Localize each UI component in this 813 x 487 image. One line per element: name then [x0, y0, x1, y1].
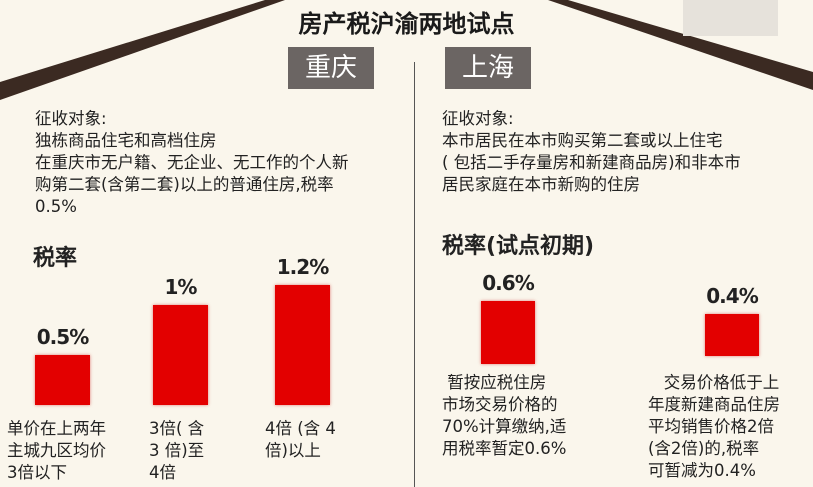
shanghai-rate-heading: 税率(试点初期) — [442, 234, 595, 259]
roof-left — [0, 0, 285, 100]
subject-line: 居民家庭在本市新购的住房 — [442, 175, 640, 194]
subject-line: 在重庆市无户籍、无企业、无工作的个人新 — [35, 153, 349, 172]
bar-value-label: 0.6% — [482, 271, 534, 295]
bar-value-label: 0.5% — [36, 325, 89, 349]
bar-category-label: 暂按应税住房 市场交易价格的 70%计算缴纳,适 用税率暂定0.6% — [442, 373, 567, 458]
roof-right — [548, 0, 813, 90]
divider — [414, 62, 415, 487]
chart-bar — [153, 305, 208, 405]
chart-bar — [275, 285, 330, 405]
page-title: 房产税沪渝两地试点 — [298, 10, 515, 38]
bar-category-label: 3倍( 含 3 倍)至 4倍 — [149, 419, 205, 482]
chart-bar — [705, 314, 759, 356]
city-label-chongqing: 重庆 — [288, 47, 374, 89]
subject-line: 购第二套(含第二套)以上的普通住房,税率 — [35, 175, 334, 194]
chongqing-subject: 征收对象: 独栋商品住宅和高档住房 在重庆市无户籍、无企业、无工作的个人新 购第… — [35, 108, 349, 218]
corner-panel — [683, 0, 778, 36]
subject-line: 征收对象: — [442, 109, 514, 128]
subject-line: 本市居民在本市购买第二套或以上住宅 — [442, 131, 723, 150]
bar-category-label: 单价在上两年 主城九区均价 3倍以下 — [7, 419, 106, 482]
subject-line: 独栋商品住宅和高档住房 — [35, 131, 217, 150]
bar-category-label: 交易价格低于上 年度新建商品住房 平均销售价格2倍 (含2倍)的,税率 可暂减为… — [648, 373, 780, 480]
chart-bar — [481, 301, 535, 364]
bar-value-label: 1.2% — [276, 255, 329, 279]
chart-bar — [35, 355, 90, 405]
chongqing-rate-heading: 税率 — [33, 246, 78, 271]
subject-line: 征收对象: — [35, 109, 107, 128]
bar-category-label: 4倍 (含 4 倍)以上 — [265, 419, 336, 460]
shanghai-subject: 征收对象: 本市居民在本市购买第二套或以上住宅 ( 包括二手存量房和新建商品房)… — [442, 108, 741, 196]
bar-value-label: 0.4% — [706, 284, 758, 308]
bar-value-label: 1% — [164, 275, 198, 299]
subject-line: 0.5% — [35, 197, 77, 216]
subject-line: ( 包括二手存量房和新建商品房)和非本市 — [442, 153, 741, 172]
city-label-shanghai: 上海 — [445, 47, 531, 89]
